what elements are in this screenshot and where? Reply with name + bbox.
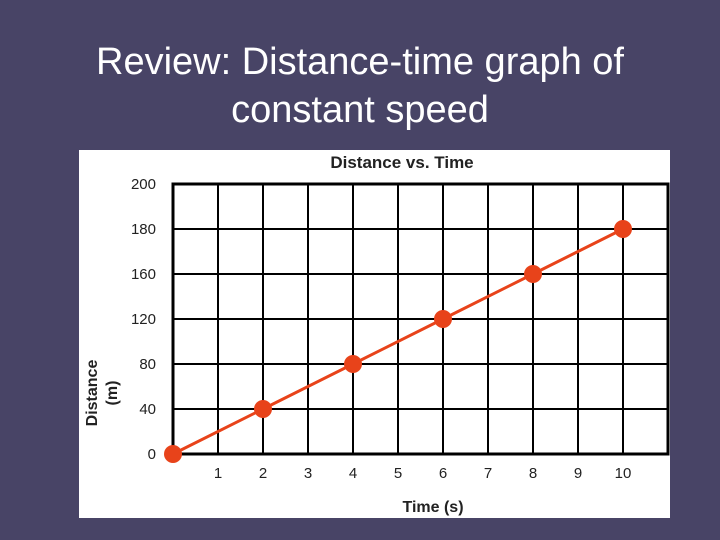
plot-border [171, 182, 670, 456]
x-tick-label: 4 [349, 465, 357, 482]
y-axis-unit-label: (m) [104, 381, 121, 406]
x-tick-label: 10 [615, 465, 632, 482]
y-tick-labels: 0 40 80 120 160 180 200 [131, 176, 156, 463]
data-point [614, 220, 632, 238]
chart-title: Distance vs. Time [330, 153, 473, 172]
slide-title: Review: Distance-time graph of constant … [0, 38, 720, 134]
series-line [172, 227, 624, 456]
data-point [524, 265, 542, 283]
x-tick-label: 2 [259, 465, 267, 482]
x-tick-label: 1 [214, 465, 222, 482]
x-tick-label: 6 [439, 465, 447, 482]
x-tick-labels: 1 2 3 4 5 6 7 8 9 10 [214, 465, 632, 482]
chart-panel: Distance vs. Time 0 40 80 120 160 180 200 1 2 3 4… [79, 150, 670, 518]
x-tick-label: 7 [484, 465, 492, 482]
data-point [434, 310, 452, 328]
series [164, 220, 632, 463]
distance-time-chart: Distance vs. Time 0 40 80 120 160 180 200 1 2 3 4… [84, 153, 670, 516]
data-point [344, 355, 362, 373]
y-tick-label: 160 [131, 266, 156, 283]
y-tick-label: 180 [131, 221, 156, 238]
y-tick-label: 200 [131, 176, 156, 193]
y-tick-label: 0 [148, 446, 156, 463]
y-tick-label: 40 [139, 401, 156, 418]
slide-title-line2: constant speed [231, 89, 489, 131]
x-axis-label: Time (s) [402, 499, 463, 516]
y-axis-label: Distance [84, 360, 101, 427]
x-tick-label: 5 [394, 465, 402, 482]
x-tick-label: 8 [529, 465, 537, 482]
y-tick-label: 120 [131, 311, 156, 328]
grid [171, 182, 670, 456]
x-tick-label: 9 [574, 465, 582, 482]
slide-title-line1: Review: Distance-time graph of [96, 41, 624, 83]
y-tick-label: 80 [139, 356, 156, 373]
data-point [164, 445, 182, 463]
x-tick-label: 3 [304, 465, 312, 482]
data-point [254, 400, 272, 418]
